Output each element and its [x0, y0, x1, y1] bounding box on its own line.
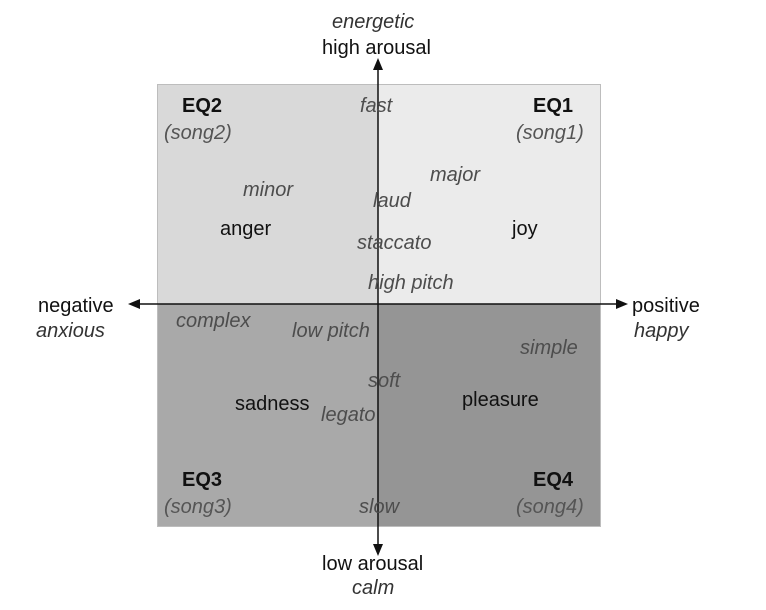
quadrant-eq1 [378, 84, 601, 304]
feature-soft: soft [368, 370, 401, 392]
eq4-song: (song4) [516, 496, 584, 518]
emotion-joy: joy [512, 218, 538, 240]
bottom-axis-italic: calm [352, 577, 395, 599]
quadrant-frame [157, 84, 601, 527]
eq1-song: (song1) [516, 122, 584, 144]
quadrant-eq2 [157, 84, 378, 304]
left-axis-italic: anxious [36, 320, 105, 342]
feature-minor: minor [243, 179, 294, 201]
top-axis-label: high arousal [322, 37, 431, 59]
left-axis-label: negative [38, 295, 114, 317]
right-axis-label: positive [632, 295, 700, 317]
eq2-title: EQ2 [182, 95, 223, 117]
eq3-song: (song3) [164, 496, 232, 518]
emotion-sadness: sadness [235, 393, 310, 415]
emotion-anger: anger [220, 218, 272, 240]
bottom-axis-label: low arousal [322, 553, 424, 575]
feature-legato: legato [321, 404, 376, 426]
right-arrow-icon [616, 299, 628, 309]
feature-major: major [430, 164, 481, 186]
feature-slow: slow [359, 496, 400, 518]
down-arrow-icon [373, 544, 383, 556]
feature-fast: fast [360, 95, 393, 117]
eq1-title: EQ1 [533, 95, 574, 117]
feature-staccato: staccato [357, 232, 432, 254]
top-axis-italic: energetic [332, 11, 415, 33]
eq2-song: (song2) [164, 122, 232, 144]
feature-complex: complex [176, 310, 251, 332]
feature-low-pitch: low pitch [292, 320, 370, 342]
right-axis-italic: happy [634, 320, 689, 342]
emotion-pleasure: pleasure [462, 389, 539, 411]
left-arrow-icon [128, 299, 140, 309]
feature-simple: simple [520, 337, 578, 359]
quadrant-eq3 [157, 304, 378, 527]
up-arrow-icon [373, 58, 383, 70]
feature-laud: laud [373, 190, 411, 212]
eq3-title: EQ3 [182, 469, 223, 491]
eq4-title: EQ4 [533, 469, 574, 491]
quadrant-eq4 [378, 304, 601, 527]
feature-high-pitch: high pitch [368, 272, 454, 294]
